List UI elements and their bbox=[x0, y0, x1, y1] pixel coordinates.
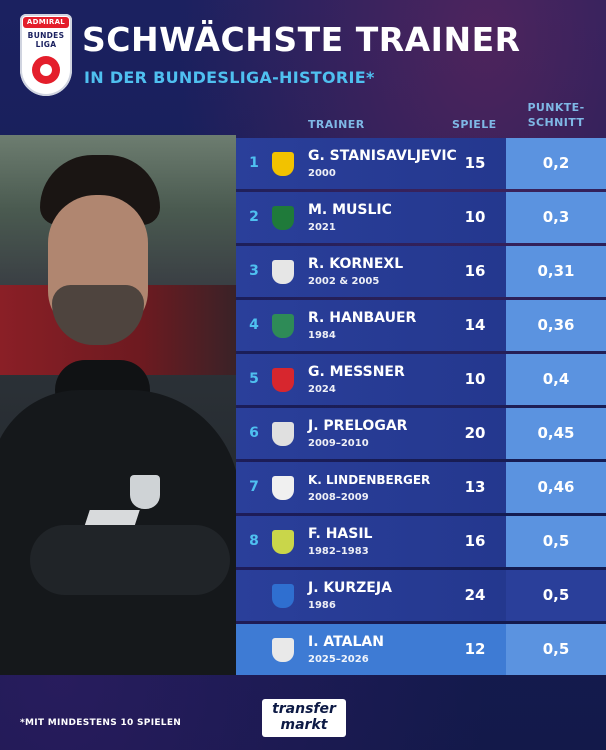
table-row: 4 R. HANBAUER 1984 14 0,36 bbox=[236, 300, 606, 351]
trainer-name: R. KORNEXL bbox=[308, 256, 404, 272]
trainer-table: 1 G. STANISAVLJEVIC 2000 15 0,2 2 M. MUS… bbox=[236, 138, 606, 678]
club-crest-icon bbox=[272, 530, 294, 554]
points-average: 0,4 bbox=[506, 354, 606, 405]
table-row: 5 G. MESSNER 2024 10 0,4 bbox=[236, 354, 606, 405]
rank: 7 bbox=[249, 479, 259, 495]
transfermarkt-logo: transfer markt bbox=[262, 699, 346, 737]
rank: 4 bbox=[249, 317, 259, 333]
column-header-punkteschnitt: PUNKTE- SCHNITT bbox=[527, 101, 585, 129]
trainer-name: J. KURZEJA bbox=[308, 580, 392, 596]
points-average: 0,46 bbox=[506, 462, 606, 513]
points-average: 0,31 bbox=[506, 246, 606, 297]
points-average: 0,3 bbox=[506, 192, 606, 243]
club-crest-icon bbox=[272, 476, 294, 500]
table-row-highlighted: I. ATALAN 2025–2026 12 0,5 bbox=[236, 624, 606, 675]
table-row: J. KURZEJA 1986 24 0,5 bbox=[236, 570, 606, 621]
games-count: 16 bbox=[464, 532, 486, 550]
rank: 1 bbox=[249, 155, 259, 171]
page-subtitle: IN DER BUNDESLIGA-HISTORIE* bbox=[84, 68, 375, 87]
table-row: 7 K. LINDENBERGER 2008–2009 13 0,46 bbox=[236, 462, 606, 513]
rank: 6 bbox=[249, 425, 259, 441]
logo-text-line1: BUNDES bbox=[27, 31, 65, 40]
points-average: 0,2 bbox=[506, 138, 606, 189]
column-header-spiele: SPIELE bbox=[452, 118, 497, 131]
trainer-name: G. STANISAVLJEVIC bbox=[308, 148, 457, 164]
coach-photo bbox=[0, 135, 236, 675]
trainer-years: 2025–2026 bbox=[308, 654, 369, 665]
rank: 2 bbox=[249, 209, 259, 225]
trainer-name: F. HASIL bbox=[308, 526, 373, 542]
rank: 3 bbox=[249, 263, 259, 279]
logo-ball-icon bbox=[32, 56, 60, 84]
trainer-years: 2008–2009 bbox=[308, 492, 369, 503]
trainer-name: M. MUSLIC bbox=[308, 202, 392, 218]
club-crest-icon bbox=[272, 314, 294, 338]
trainer-years: 1982–1983 bbox=[308, 546, 369, 557]
table-row: 2 M. MUSLIC 2021 10 0,3 bbox=[236, 192, 606, 243]
trainer-years: 1984 bbox=[308, 330, 336, 341]
club-crest-icon bbox=[272, 368, 294, 392]
games-count: 24 bbox=[464, 586, 486, 604]
table-row: 3 R. KORNEXL 2002 & 2005 16 0,31 bbox=[236, 246, 606, 297]
club-crest-icon bbox=[272, 422, 294, 446]
trainer-name: J. PRELOGAR bbox=[308, 418, 408, 434]
club-crest-icon bbox=[272, 152, 294, 176]
column-header-trainer: TRAINER bbox=[308, 118, 365, 131]
club-crest-icon bbox=[272, 260, 294, 284]
trainer-name: R. HANBAUER bbox=[308, 310, 417, 326]
points-average: 0,36 bbox=[506, 300, 606, 351]
games-count: 15 bbox=[464, 154, 486, 172]
games-count: 10 bbox=[464, 208, 486, 226]
rank: 5 bbox=[249, 371, 259, 387]
rank: 8 bbox=[249, 533, 259, 549]
points-average: 0,45 bbox=[506, 408, 606, 459]
games-count: 20 bbox=[464, 424, 486, 442]
games-count: 13 bbox=[464, 478, 486, 496]
trainer-years: 2000 bbox=[308, 168, 336, 179]
bundesliga-logo: ADMIRAL BUNDES LIGA bbox=[20, 14, 72, 96]
table-row: 6 J. PRELOGAR 2009–2010 20 0,45 bbox=[236, 408, 606, 459]
games-count: 12 bbox=[464, 640, 486, 658]
trainer-name: K. LINDENBERGER bbox=[308, 473, 431, 487]
points-average: 0,5 bbox=[506, 516, 606, 567]
trainer-years: 2002 & 2005 bbox=[308, 276, 380, 287]
trainer-years: 2021 bbox=[308, 222, 336, 233]
logo-sponsor: ADMIRAL bbox=[23, 17, 69, 28]
games-count: 16 bbox=[464, 262, 486, 280]
club-crest-icon bbox=[272, 638, 294, 662]
club-crest-icon bbox=[130, 475, 160, 509]
games-count: 10 bbox=[464, 370, 486, 388]
trainer-name: G. MESSNER bbox=[308, 364, 405, 380]
trainer-name: I. ATALAN bbox=[308, 634, 384, 650]
points-average: 0,5 bbox=[506, 624, 606, 675]
club-crest-icon bbox=[272, 584, 294, 608]
logo-text-line2: LIGA bbox=[35, 40, 57, 49]
trainer-years: 2024 bbox=[308, 384, 336, 395]
club-crest-icon bbox=[272, 206, 294, 230]
games-count: 14 bbox=[464, 316, 486, 334]
trainer-years: 1986 bbox=[308, 600, 336, 611]
table-row: 1 G. STANISAVLJEVIC 2000 15 0,2 bbox=[236, 138, 606, 189]
footnote: *MIT MINDESTENS 10 SPIELEN bbox=[20, 718, 182, 728]
table-row: 8 F. HASIL 1982–1983 16 0,5 bbox=[236, 516, 606, 567]
trainer-years: 2009–2010 bbox=[308, 438, 369, 449]
points-average: 0,5 bbox=[506, 570, 606, 621]
page-title: SCHWÄCHSTE TRAINER bbox=[82, 20, 521, 59]
